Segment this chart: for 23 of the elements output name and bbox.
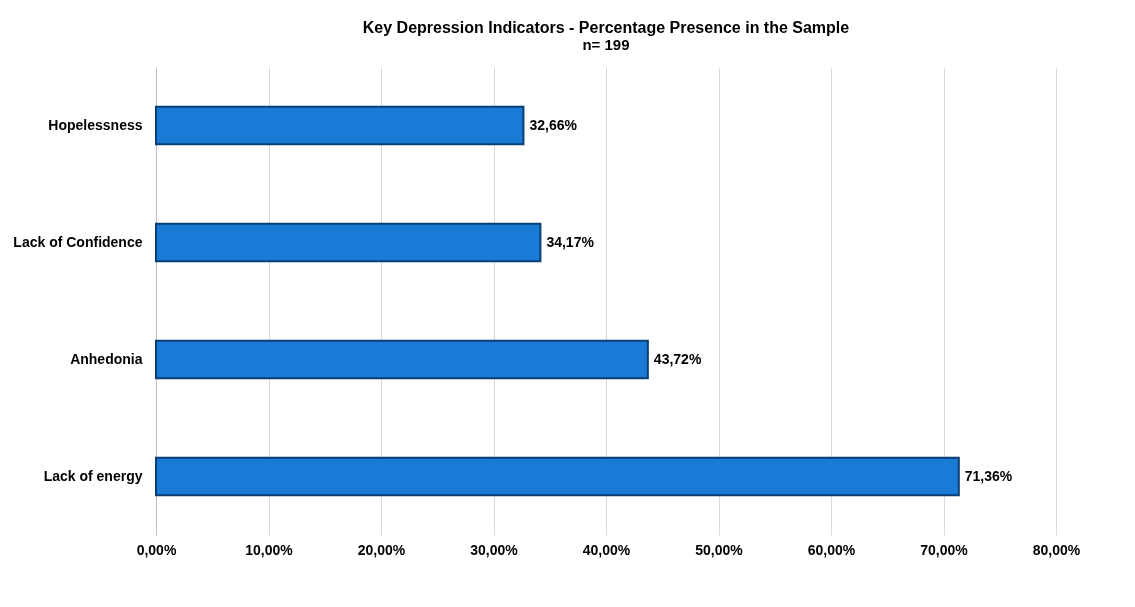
bar	[155, 339, 649, 380]
x-tick-label: 10,00%	[245, 541, 294, 558]
data-label: 32,66%	[529, 116, 578, 133]
x-tick-label: 30,00%	[470, 541, 519, 558]
data-label: 34,17%	[546, 233, 595, 250]
x-tick-label: 60,00%	[807, 541, 856, 558]
y-tick-label: Anhedonia	[70, 350, 143, 367]
bar	[155, 105, 525, 146]
x-tick-label: 40,00%	[582, 541, 631, 558]
x-tick-label: 20,00%	[357, 541, 406, 558]
chart-subtitle: n= 199	[582, 36, 630, 53]
x-tick-label: 70,00%	[920, 541, 969, 558]
y-tick-label: Hopelessness	[48, 116, 143, 133]
chart-title: Key Depression Indicators - Percentage Presence in the Sample	[362, 19, 850, 36]
x-tick-label: 0,00%	[136, 541, 177, 558]
y-tick-label: Lack of energy	[43, 467, 143, 484]
bar	[155, 456, 960, 497]
x-tick-label: 80,00%	[1032, 541, 1081, 558]
data-label: 71,36%	[964, 467, 1013, 484]
data-label: 43,72%	[653, 350, 702, 367]
y-tick-label: Lack of Confidence	[13, 233, 143, 250]
x-tick-label: 50,00%	[695, 541, 744, 558]
bar	[155, 222, 542, 263]
